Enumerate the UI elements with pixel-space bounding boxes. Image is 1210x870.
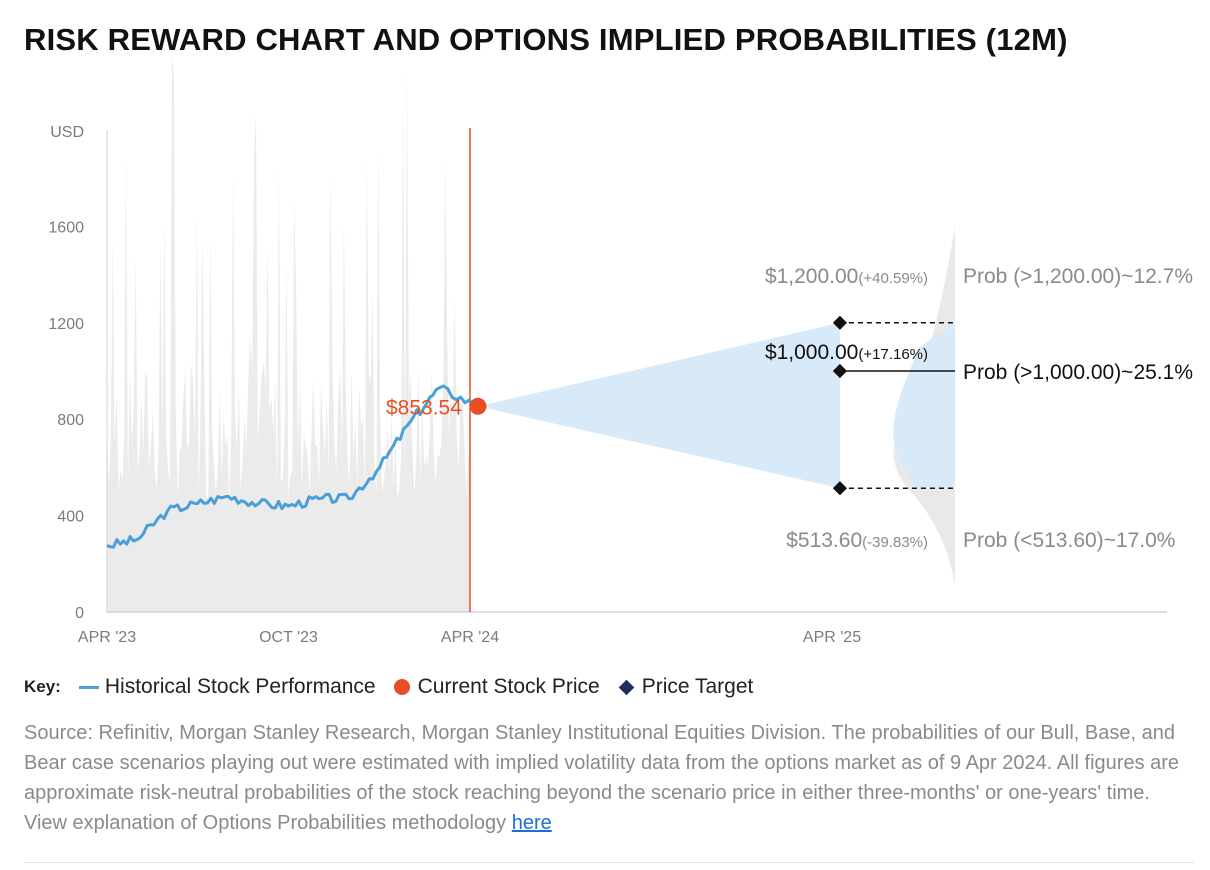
history-line-path xyxy=(106,384,478,549)
x-tick-label: APR '23 xyxy=(78,629,136,646)
target-value: $1,000.00 xyxy=(765,341,858,364)
y-tick-labels: 0 400 800 1200 1600 xyxy=(48,219,84,622)
price-targets: $1,200.00(+40.59%) Prob (>1,200.00)~12.7%… xyxy=(765,265,1193,552)
bottom-divider xyxy=(24,862,1194,863)
price-cone-area xyxy=(477,322,840,489)
y-axis xyxy=(106,130,1167,613)
current-price-dot xyxy=(469,397,487,415)
current-price-label: $853.54 xyxy=(386,396,462,419)
target-value: $513.60 xyxy=(786,529,862,552)
y-axis-unit-label: USD xyxy=(50,124,84,141)
y-tick-label: 0 xyxy=(75,605,84,622)
target-price-label: $1,000.00(+17.16%) xyxy=(765,341,928,364)
target-probability-label: Prob (>1,200.00)~12.7% xyxy=(963,265,1193,288)
key-title: Key: xyxy=(24,677,61,696)
price-target-base: $1,000.00(+17.16%) Prob (>1,000.00)~25.1% xyxy=(765,341,1193,384)
price-target-bear: $513.60(-39.83%) Prob (<513.60)~17.0% xyxy=(786,481,1175,552)
y-tick-label: 1600 xyxy=(48,219,84,236)
x-tick-labels: APR '23 OCT '23 APR '24 APR '25 xyxy=(78,629,861,646)
target-price-label: $513.60(-39.83%) xyxy=(786,529,928,552)
line-swatch-icon xyxy=(78,685,99,689)
key-item-label: Current Stock Price xyxy=(417,675,600,698)
methodology-link[interactable]: here xyxy=(511,812,552,834)
volume-area xyxy=(107,51,470,612)
price-cone xyxy=(477,322,840,489)
key-item-current: Current Stock Price xyxy=(393,675,600,699)
source-note: Source: Refinitiv, Morgan Stanley Resear… xyxy=(24,718,1194,838)
key-item-label: Price Target xyxy=(641,675,754,698)
probability-distribution xyxy=(893,226,955,586)
target-value: $1,200.00 xyxy=(765,265,858,288)
target-probability-label: Prob (<513.60)~17.0% xyxy=(963,529,1175,552)
target-probability-label: Prob (>1,000.00)~25.1% xyxy=(963,361,1193,384)
key-item-history: Historical Stock Performance xyxy=(78,675,376,699)
target-change: (+40.59%) xyxy=(858,270,928,287)
target-diamond xyxy=(832,481,848,496)
target-price-label: $1,200.00(+40.59%) xyxy=(765,265,928,288)
target-change: (+17.16%) xyxy=(858,346,928,363)
target-diamond xyxy=(832,363,848,379)
target-change: (-39.83%) xyxy=(862,534,928,551)
price-target-bull: $1,200.00(+40.59%) Prob (>1,200.00)~12.7% xyxy=(765,265,1193,330)
x-tick-label: APR '24 xyxy=(441,629,499,646)
key-item-target: Price Target xyxy=(618,675,754,699)
key-item-label: Historical Stock Performance xyxy=(104,675,376,698)
page-title: RISK REWARD CHART AND OPTIONS IMPLIED PR… xyxy=(24,22,1068,57)
diamond-swatch-icon xyxy=(618,679,634,695)
historical-stock-line xyxy=(106,384,478,549)
y-tick-label: 1200 xyxy=(48,316,84,333)
source-text: Source: Refinitiv, Morgan Stanley Resear… xyxy=(24,722,1180,834)
chart-key: Key: Historical Stock Performance Curren… xyxy=(24,672,771,702)
volume-background xyxy=(107,51,470,612)
y-tick-label: 800 xyxy=(57,412,84,429)
dot-swatch-icon xyxy=(393,679,410,695)
y-tick-label: 400 xyxy=(57,509,84,526)
target-diamond xyxy=(832,315,848,330)
x-tick-label: OCT '23 xyxy=(259,629,318,646)
distribution-target-range xyxy=(893,322,955,489)
x-tick-label: APR '25 xyxy=(803,629,861,646)
current-price: $853.54 xyxy=(386,396,487,419)
